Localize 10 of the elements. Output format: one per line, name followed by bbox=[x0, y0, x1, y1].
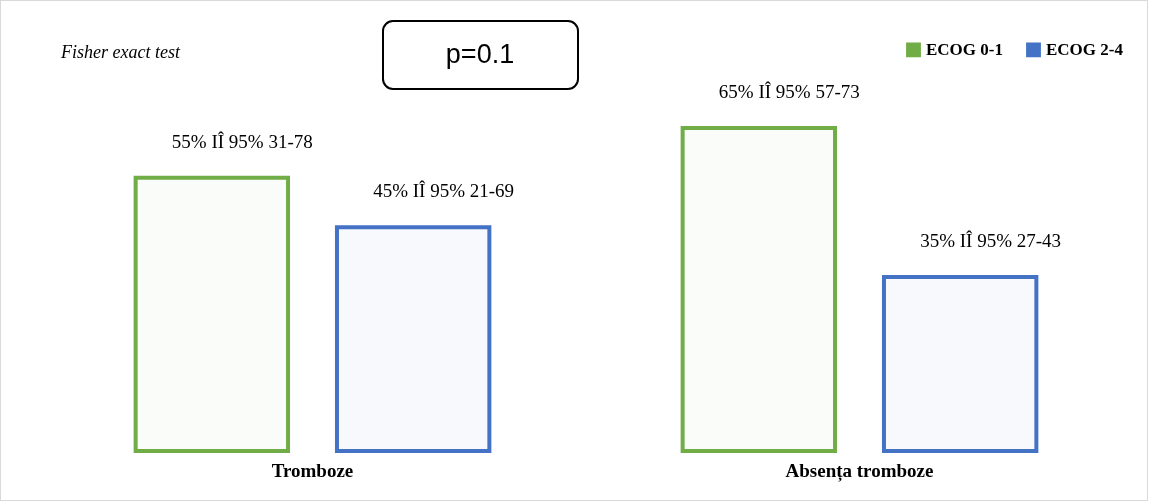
legend-label: ECOG 2-4 bbox=[1046, 39, 1124, 59]
x-tick-label: Tromboze bbox=[271, 459, 354, 481]
data-label: 45% IÎ 95% 21-69 bbox=[373, 180, 515, 202]
text: Fisher exact test bbox=[60, 42, 181, 62]
data-label: 35% IÎ 95% 27-43 bbox=[920, 230, 1062, 252]
x-tick-label: Absența tromboze bbox=[785, 459, 934, 482]
data-label: 65% IÎ 95% 57-73 bbox=[718, 80, 860, 102]
data-label: 55% IÎ 95% 31-78 bbox=[171, 130, 313, 152]
text: p=0.1 bbox=[445, 39, 515, 69]
legend-label: ECOG 0-1 bbox=[926, 39, 1003, 59]
